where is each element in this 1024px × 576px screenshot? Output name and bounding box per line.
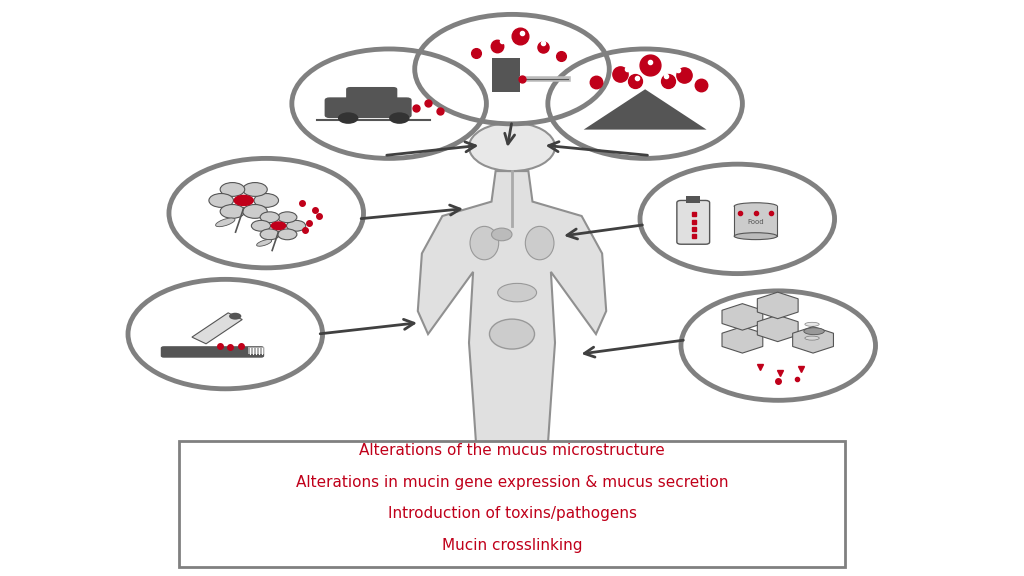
Circle shape — [270, 221, 287, 230]
Bar — [248, 347, 264, 354]
Circle shape — [243, 204, 267, 218]
Ellipse shape — [470, 226, 499, 260]
Polygon shape — [722, 304, 763, 330]
FancyBboxPatch shape — [179, 441, 845, 567]
Circle shape — [681, 291, 876, 400]
Text: Food: Food — [748, 219, 764, 225]
Text: Alterations in mucin gene expression & mucus secretion: Alterations in mucin gene expression & m… — [296, 475, 728, 490]
Circle shape — [229, 313, 242, 320]
Ellipse shape — [216, 218, 234, 227]
Ellipse shape — [489, 319, 535, 349]
FancyBboxPatch shape — [325, 97, 412, 118]
Circle shape — [278, 229, 297, 240]
Ellipse shape — [492, 228, 512, 241]
Circle shape — [243, 183, 267, 196]
Bar — [686, 196, 700, 203]
Ellipse shape — [734, 203, 777, 210]
Polygon shape — [793, 327, 834, 353]
Ellipse shape — [804, 328, 824, 335]
Circle shape — [548, 49, 742, 158]
Bar — [734, 206, 777, 236]
Circle shape — [233, 195, 254, 206]
FancyBboxPatch shape — [161, 346, 264, 358]
Ellipse shape — [805, 322, 819, 326]
Circle shape — [287, 221, 306, 231]
FancyBboxPatch shape — [677, 200, 710, 244]
Circle shape — [169, 158, 364, 268]
Text: Introduction of toxins/pathogens: Introduction of toxins/pathogens — [387, 506, 637, 521]
Polygon shape — [758, 315, 798, 342]
Text: Mucin crosslinking: Mucin crosslinking — [441, 538, 583, 553]
Circle shape — [260, 212, 280, 222]
Ellipse shape — [525, 226, 554, 260]
Ellipse shape — [734, 233, 777, 240]
Circle shape — [640, 164, 835, 274]
Polygon shape — [418, 171, 606, 475]
Ellipse shape — [257, 240, 271, 247]
Ellipse shape — [498, 283, 537, 302]
Ellipse shape — [805, 336, 819, 340]
Text: Alterations of the mucus microstructure: Alterations of the mucus microstructure — [359, 443, 665, 458]
Circle shape — [254, 194, 279, 207]
Polygon shape — [758, 292, 798, 319]
Circle shape — [415, 14, 609, 124]
Polygon shape — [722, 327, 763, 353]
Circle shape — [220, 204, 245, 218]
Circle shape — [292, 49, 486, 158]
Bar — [492, 58, 520, 92]
Circle shape — [220, 183, 245, 196]
Circle shape — [251, 221, 270, 231]
Circle shape — [389, 112, 410, 124]
Circle shape — [338, 112, 358, 124]
FancyBboxPatch shape — [346, 87, 397, 103]
Polygon shape — [191, 313, 243, 344]
Polygon shape — [584, 89, 707, 130]
Circle shape — [278, 212, 297, 222]
Circle shape — [260, 229, 280, 240]
Circle shape — [209, 194, 233, 207]
Circle shape — [128, 279, 323, 389]
Circle shape — [469, 123, 555, 171]
